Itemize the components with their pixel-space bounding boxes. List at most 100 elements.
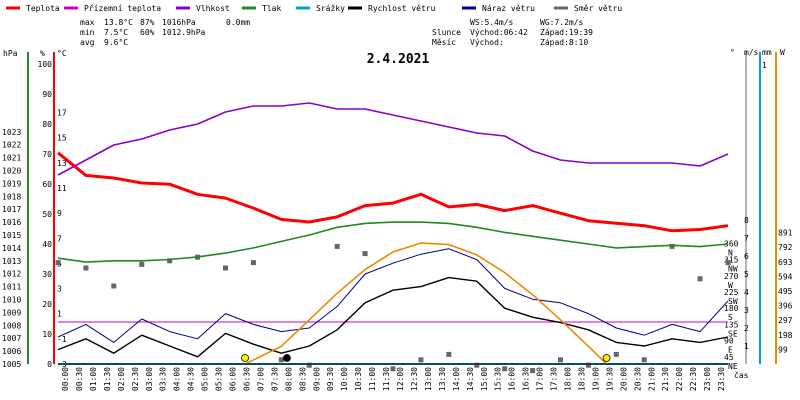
wind-direction-point (167, 258, 173, 264)
stat-rain: 0.0mm (226, 18, 250, 27)
stat-pressure: 1012.9hPa (162, 28, 206, 37)
wm2-tick-label: 792 (778, 243, 793, 252)
wind-direction-point (641, 357, 647, 363)
percent-tick-label: 100 (38, 60, 53, 69)
hpa-axis-label: hPa (3, 49, 18, 58)
celsius-tick-label: 7 (57, 234, 62, 243)
hpa-tick-label: 1020 (2, 167, 21, 176)
sun-label: Slunce (432, 28, 461, 37)
wm2-tick-label: 594 (778, 272, 793, 281)
wind-direction-point (55, 260, 61, 266)
hpa-tick-label: 1023 (2, 128, 21, 137)
wm2-tick-label: 396 (778, 302, 793, 311)
hpa-tick-label: 1018 (2, 192, 21, 201)
sunset-marker (602, 354, 611, 362)
x-axis: 00:00 00:30 01:00 01:30 02:00 02:30 03:00 03:30… (58, 363, 749, 391)
wind-direction-point (362, 251, 368, 257)
hpa-tick-label: 1022 (2, 141, 21, 150)
moonset-info: Západ:8:10 (540, 38, 588, 47)
wm2-tick-label: 297 (778, 316, 793, 325)
mm-axis-label: mm (762, 48, 772, 57)
ms-tick-label: 7 (744, 234, 749, 243)
mm-tick-label: 1 (762, 61, 767, 70)
wm2-tick-label: 495 (778, 287, 793, 296)
hpa-tick-label: 1010 (2, 296, 21, 305)
time-tick-label: 14:30 (466, 367, 475, 391)
time-tick-label: 05:30 (215, 367, 224, 391)
degree-tick-label: 270 (724, 272, 739, 281)
direction-label: E (728, 346, 733, 355)
time-tick-label: 17:30 (550, 367, 559, 391)
series-line (57, 151, 729, 233)
degree-tick-label: 135 (724, 320, 739, 329)
ms-tick-label: 2 (744, 324, 749, 333)
percent-tick-label: 50 (42, 210, 52, 219)
time-tick-label: 06:30 (242, 367, 251, 391)
legend: Teplota Přízemní teplota Vlhkost Tlak Srážky… (6, 4, 622, 13)
direction-label: N (728, 248, 733, 257)
left-axes: hPa% °C1023102210211020101910181017101610… (2, 49, 67, 369)
time-tick-label: 00:30 (75, 367, 84, 391)
time-tick-label: 16:30 (522, 367, 531, 391)
wind-direction-point (530, 368, 536, 374)
wm2-axis-label: W (780, 48, 785, 57)
wind-direction-point (223, 265, 228, 271)
time-tick-label: 14:00 (452, 367, 461, 391)
direction-label: SE (728, 329, 738, 338)
wind-direction-point (502, 366, 508, 372)
right-axes: ° m/s mm W360N315NW270W225SW180S135SE90E45N… (724, 48, 793, 371)
x-axis-label: čas (734, 370, 749, 380)
time-tick-label: 09:30 (326, 367, 335, 391)
time-tick-label: 07:30 (270, 367, 279, 391)
wm2-tick-label: 99 (778, 345, 788, 354)
ms-tick-label: 1 (744, 342, 749, 351)
info-panel: max 13.8°C 87% 1016hPa 0.0mm min 7.5°C 60% 1012.… (80, 18, 593, 47)
ms-axis-label: m/s (744, 48, 759, 57)
time-tick-label: 21:30 (661, 367, 670, 391)
direction-label: NW (728, 265, 738, 274)
degree-tick-label: 360 (724, 239, 739, 248)
hpa-tick-label: 1014 (2, 244, 21, 253)
moonset-marker (283, 354, 291, 362)
stat-pressure: 1016hPa (162, 18, 196, 27)
hpa-tick-label: 1013 (2, 257, 21, 266)
celsius-tick-label: 17 (57, 109, 67, 118)
degree-tick-label: 45 (724, 353, 734, 362)
percent-tick-label: 40 (42, 240, 52, 249)
moonrise-info: Východ: (470, 38, 504, 47)
stat-label: min (80, 28, 95, 37)
ms-tick-label: 8 (744, 216, 749, 225)
celsius-axis-label: °C (57, 49, 67, 58)
time-tick-label: 10:30 (354, 367, 363, 391)
series-line (57, 276, 729, 358)
time-tick-label: 15:00 (480, 367, 489, 391)
time-tick-label: 08:00 (284, 367, 293, 391)
chart-title: 2.4.2021 (367, 52, 430, 67)
time-tick-label: 07:00 (256, 367, 265, 391)
time-tick-label: 12:30 (410, 367, 419, 391)
series-line (57, 221, 729, 263)
series-line (57, 248, 729, 343)
wind-direction-point (474, 362, 480, 368)
time-tick-label: 13:30 (438, 367, 447, 391)
moon-label: Měsíc (432, 38, 456, 47)
time-tick-label: 20:30 (633, 367, 642, 391)
degree-tick-label: 225 (724, 288, 739, 297)
ms-tick-label: 6 (744, 252, 749, 261)
stat-label: max (80, 18, 95, 27)
time-tick-label: 00:00 (61, 367, 70, 391)
time-tick-label: 04:00 (173, 367, 182, 391)
time-tick-label: 15:30 (494, 367, 503, 391)
wind-direction-point (139, 261, 145, 267)
time-tick-label: 18:30 (577, 367, 586, 391)
wind-direction-point (390, 366, 396, 372)
wind-direction-point (250, 260, 256, 266)
degree-tick-label: 90 (724, 337, 734, 346)
celsius-tick-label: 13 (57, 159, 67, 168)
time-tick-label: 19:00 (591, 367, 600, 391)
celsius-tick-label: 11 (57, 184, 67, 193)
stat-humidity: 87% (140, 18, 155, 27)
time-tick-label: 03:30 (159, 367, 168, 391)
time-tick-label: 23:30 (717, 367, 726, 391)
